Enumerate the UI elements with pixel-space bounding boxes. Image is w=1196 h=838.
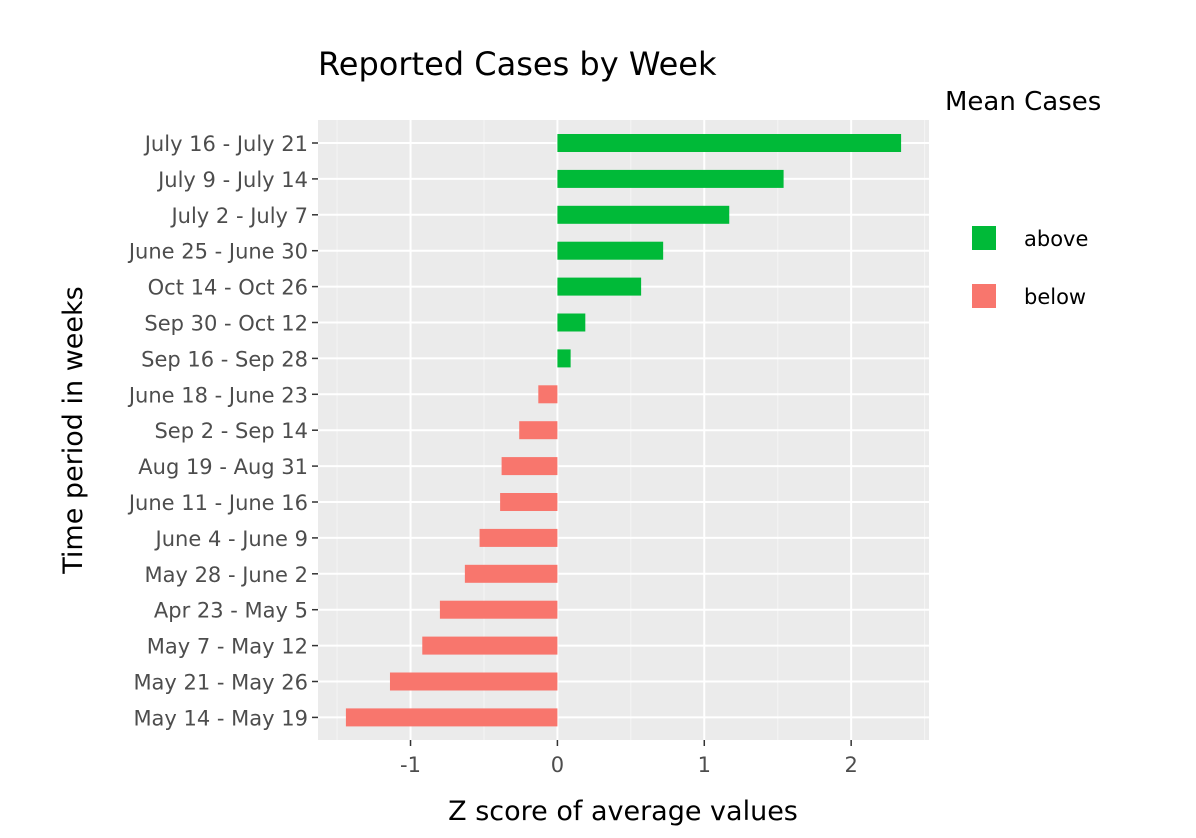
legend: Mean Cases above below — [945, 87, 1101, 309]
x-axis-ticks: -1 0 1 2 — [400, 740, 858, 777]
x-tick-label: 2 — [844, 753, 857, 777]
y-tick-label: May 7 - May 12 — [147, 635, 308, 659]
legend-label-below: below — [1024, 285, 1086, 309]
y-tick-label: May 21 - May 26 — [133, 671, 308, 695]
y-tick-label: Sep 16 - Sep 28 — [141, 347, 308, 371]
x-tick-label: -1 — [400, 753, 421, 777]
bar — [557, 205, 730, 224]
bar — [500, 493, 558, 511]
bars — [345, 134, 902, 727]
legend-key-above — [972, 226, 996, 250]
y-tick-label: July 16 - July 21 — [143, 132, 308, 156]
bar — [501, 457, 558, 476]
legend-key-below — [972, 284, 996, 308]
bar — [557, 313, 586, 332]
y-tick-label: May 28 - June 2 — [144, 563, 308, 587]
bar — [519, 421, 558, 440]
y-tick-label: Apr 23 - May 5 — [154, 599, 308, 623]
y-tick-label: Aug 19 - Aug 31 — [138, 455, 308, 479]
bar — [479, 528, 558, 547]
y-tick-label: June 4 - June 9 — [154, 527, 308, 551]
x-tick-label: 0 — [551, 753, 564, 777]
y-tick-label: July 9 - July 14 — [156, 168, 308, 192]
legend-title: Mean Cases — [945, 87, 1101, 117]
y-axis-title: Time period in weeks — [58, 286, 89, 574]
y-tick-label: May 14 - May 19 — [133, 706, 308, 730]
y-tick-label: July 2 - July 7 — [169, 204, 308, 228]
bar — [557, 277, 642, 296]
y-tick-label: June 11 - June 16 — [127, 491, 308, 515]
bar — [557, 169, 784, 188]
bar — [439, 600, 558, 619]
legend-label-above: above — [1024, 227, 1088, 251]
bar — [538, 385, 558, 404]
chart-title: Reported Cases by Week — [318, 45, 717, 83]
bar — [345, 708, 558, 727]
y-tick-label: Oct 14 - Oct 26 — [148, 276, 308, 300]
x-axis-title: Z score of average values — [448, 796, 798, 827]
y-tick-label: Sep 30 - Oct 12 — [144, 312, 308, 336]
bar — [464, 564, 558, 583]
y-tick-label: June 25 - June 30 — [127, 240, 308, 264]
bar — [422, 636, 558, 655]
bar — [557, 349, 571, 368]
y-tick-label: Sep 2 - Sep 14 — [154, 419, 308, 443]
bar — [557, 241, 664, 260]
bar — [557, 134, 902, 152]
y-axis-ticks: July 16 - July 21 July 9 - July 14 July 2 … — [127, 132, 318, 730]
y-tick-label: June 18 - June 23 — [127, 383, 308, 407]
bar — [389, 672, 558, 691]
x-tick-label: 1 — [698, 753, 711, 777]
